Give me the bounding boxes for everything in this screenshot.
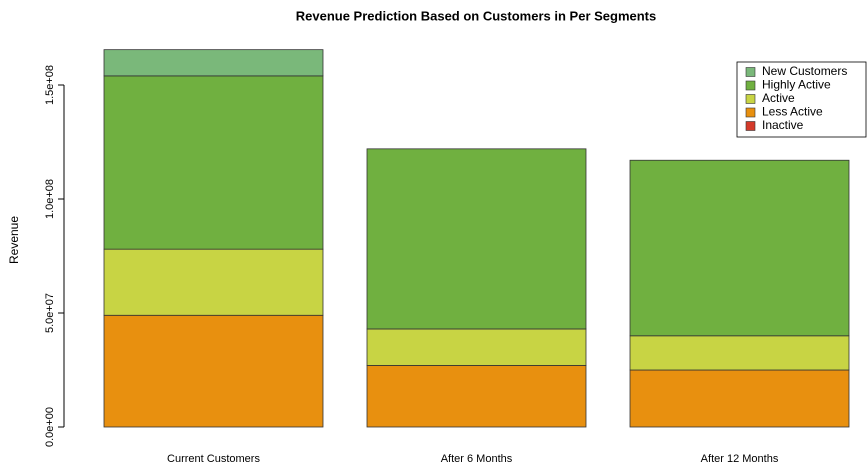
bar-segment [103, 49, 324, 77]
bar-segment [366, 148, 587, 330]
bar-segment [103, 248, 324, 316]
legend-label: New Customers [762, 64, 847, 78]
x-tick-label: After 6 Months [441, 453, 513, 465]
bar-segment [629, 335, 850, 371]
y-tick-label: 0.0e+00 [44, 407, 56, 447]
bar-segment [629, 369, 850, 428]
legend-label: Less Active [762, 105, 823, 119]
y-tick-label: 1.0e+08 [44, 179, 56, 219]
legend-label: Active [762, 91, 795, 105]
legend-swatch [745, 67, 756, 77]
chart-title: Revenue Prediction Based on Customers in… [296, 8, 657, 23]
x-tick-label: After 12 Months [701, 453, 779, 465]
bar-segment [366, 365, 587, 428]
y-tick-label: 1.5e+08 [44, 65, 56, 105]
legend-swatch [745, 121, 756, 131]
bar-segment [103, 75, 324, 250]
bar-segment [103, 314, 324, 428]
x-tick-label: Current Customers [167, 453, 260, 465]
legend-label: Inactive [762, 118, 804, 132]
legend-label: Highly Active [762, 78, 831, 92]
bar-segment [629, 159, 850, 337]
bar-segment [366, 328, 587, 366]
legend-swatch [745, 107, 756, 118]
y-axis-label: Revenue [7, 216, 21, 264]
legend-box [736, 61, 867, 138]
legend-swatch [745, 80, 756, 91]
y-tick-label: 5.0e+07 [44, 293, 56, 333]
legend-swatch [745, 94, 756, 104]
